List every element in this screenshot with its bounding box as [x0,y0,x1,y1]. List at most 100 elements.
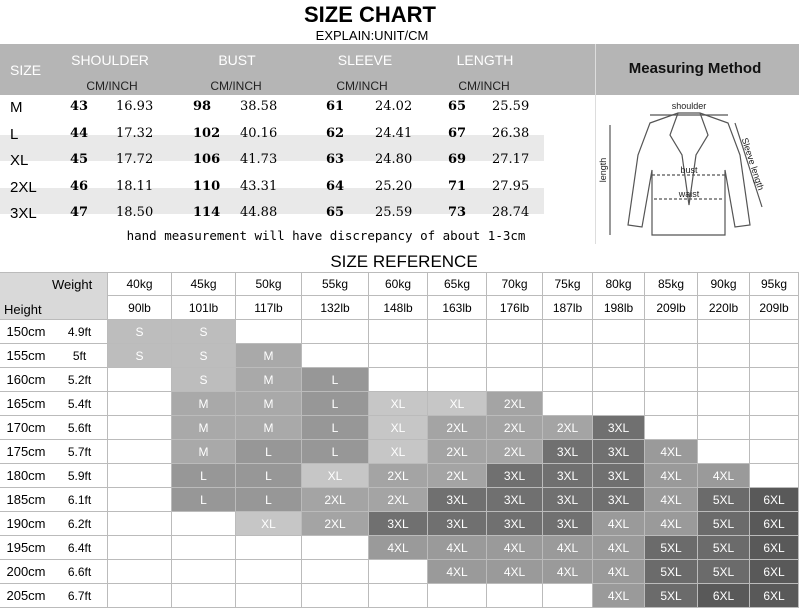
size-cell: XL [369,440,428,464]
label-length: length [598,158,608,183]
size-value: 114 [193,205,221,220]
size-cell: 2XL [428,416,487,440]
size-cell: S [172,320,236,344]
size-value: 18.11 [116,178,154,194]
size-cell: 4XL [543,536,593,560]
size-value: 24.02 [375,99,413,114]
size-value: 24.80 [375,152,413,167]
height-cm: 185cm [0,488,52,512]
size-cell [302,536,369,560]
size-cell: 3XL [428,512,487,536]
size-value: 25.20 [375,178,413,194]
size-cell: 2XL [428,440,487,464]
size-cell: 5XL [698,536,750,560]
size-value: 69 [448,152,467,167]
reference-title: SIZE REFERENCE [330,252,478,271]
weight-lb: 209lb [750,296,799,320]
size-cell: 3XL [428,488,487,512]
size-cell [108,464,172,488]
size-value: 64 [326,178,345,194]
size-value: 110 [193,178,221,194]
size-value: 44.88 [240,205,278,220]
size-cell: 2XL [369,488,428,512]
height-cm: 190cm [0,512,52,536]
size-cell: 6XL [750,536,799,560]
size-cell: L [302,368,369,392]
weight-lb: 163lb [428,296,487,320]
size-cell [487,320,543,344]
size-cell: 5XL [645,536,698,560]
size-cell: 3XL [543,512,593,536]
size-cell [543,320,593,344]
size-cell: 4XL [645,488,698,512]
size-value: 47 [70,205,89,220]
size-cell: 4XL [593,512,645,536]
size-value: 27.95 [492,178,530,194]
size-cell [593,392,645,416]
size-cell: XL [369,416,428,440]
size-value: 71 [448,178,467,194]
weight-kg: 50kg [236,272,302,296]
size-value: 44 [70,125,89,141]
size-cell: L [172,488,236,512]
size-value: 45 [70,152,89,167]
column-name: LENGTH [456,52,514,68]
size-cell: 6XL [750,584,799,608]
size-cell: S [172,344,236,368]
size-cell: 2XL [369,464,428,488]
size-cell: 3XL [593,416,645,440]
size-cell: XL [236,512,302,536]
size-cell: XL [428,392,487,416]
column-name: SHOULDER [71,52,149,68]
size-cell: M [236,392,302,416]
size-cell [172,536,236,560]
size-cell [750,416,799,440]
size-value: 73 [448,205,467,220]
size-cell: 3XL [487,488,543,512]
size-cell [172,512,236,536]
size-cell: 6XL [750,560,799,584]
height-cm: 170cm [0,416,52,440]
size-cell: 6XL [750,512,799,536]
weight-label: Weight [52,277,93,292]
size-cell: M [236,368,302,392]
height-ft: 6.1ft [52,488,108,512]
size-cell [428,368,487,392]
size-value: 27.17 [492,152,530,167]
weight-kg: 85kg [645,272,698,296]
size-value: 102 [193,125,221,141]
size-cell: 3XL [543,464,593,488]
height-ft: 5.2ft [52,368,108,392]
weight-lb: 176lb [487,296,543,320]
size-cell [593,368,645,392]
label-waist: waist [678,189,700,199]
size-cell: L [302,440,369,464]
corner [0,272,108,320]
header-band [0,44,799,95]
size-value: 38.58 [240,99,278,114]
size-cell: 2XL [543,416,593,440]
size-cell: XL [302,464,369,488]
size-cell [108,416,172,440]
size-cell: S [108,344,172,368]
row-shade [0,187,544,214]
height-ft: 5.6ft [52,416,108,440]
weight-kg: 95kg [750,272,799,296]
size-cell: S [172,368,236,392]
divider [595,44,596,244]
size-cell: M [172,440,236,464]
size-header: SIZE [10,62,42,78]
size-cell [108,488,172,512]
size-cell: 5XL [645,584,698,608]
size-cell [302,560,369,584]
size-cell: L [302,392,369,416]
size-cell: 4XL [487,536,543,560]
size-cell: 4XL [593,536,645,560]
size-cell [236,560,302,584]
size-cell: 3XL [487,512,543,536]
size-cell [369,344,428,368]
size-cell [543,344,593,368]
size-cell: 3XL [593,464,645,488]
height-ft: 5ft [52,344,108,368]
size-cell: 3XL [543,440,593,464]
